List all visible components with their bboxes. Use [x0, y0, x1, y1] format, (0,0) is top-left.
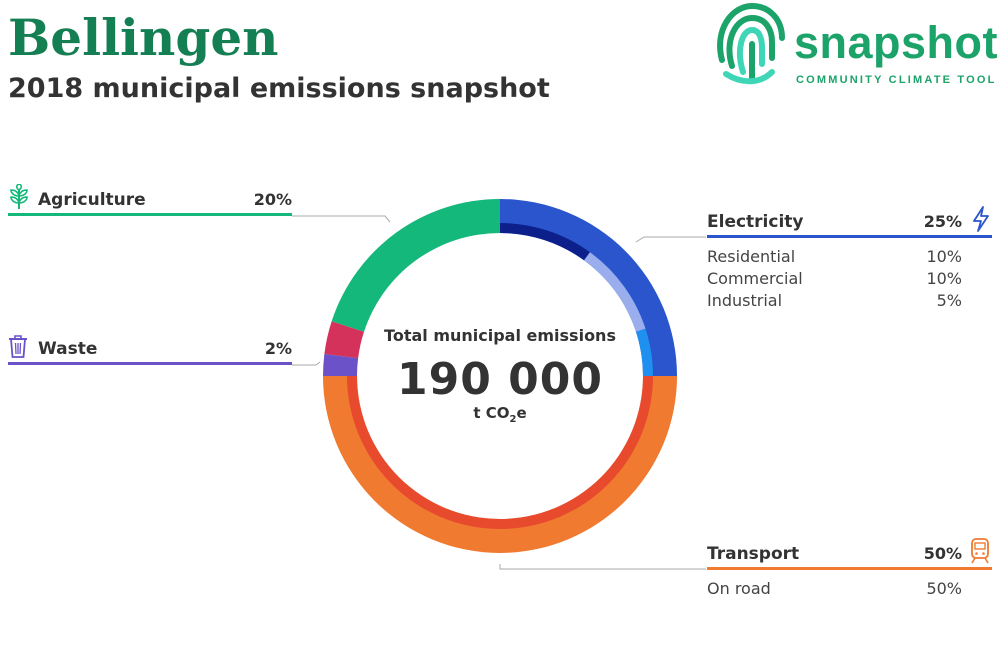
- category-percent: 2%: [264, 339, 292, 358]
- logo-tagline: COMMUNITY CLIMATE TOOL: [796, 74, 997, 86]
- subcategory-on-road: On road 50%: [707, 579, 962, 598]
- category-percent: 50%: [923, 544, 962, 563]
- sub-slice-industrial: [636, 328, 653, 376]
- category-percent: 25%: [923, 212, 962, 231]
- category-underline: [8, 362, 292, 365]
- leader-line-agriculture: [292, 215, 391, 223]
- fingerprint-icon: [717, 2, 785, 85]
- category-label: Electricity: [707, 212, 804, 232]
- category-label: Agriculture: [38, 190, 146, 210]
- category-underline: [707, 235, 992, 238]
- inner-ring: [347, 223, 653, 529]
- plant-icon: [10, 184, 28, 209]
- lightning-icon: [973, 206, 989, 232]
- total-unit: t CO2e: [473, 404, 527, 425]
- category-label: Transport: [707, 544, 800, 564]
- total-value: 190 000: [396, 354, 603, 405]
- subcategory-residential: Residential 10%: [707, 247, 962, 266]
- slice-electricity: [500, 199, 677, 376]
- category-label: Waste: [38, 339, 98, 359]
- trash-icon: [9, 335, 27, 358]
- leader-line-electricity: [635, 236, 706, 243]
- subcategory-industrial: Industrial 5%: [707, 291, 962, 310]
- train-icon: [971, 538, 989, 564]
- sub-slice-residential: [500, 223, 590, 261]
- leader-line-waste: [292, 361, 321, 366]
- snapshot-logo: snapshot COMMUNITY CLIMATE TOOL: [712, 0, 1000, 96]
- category-underline: [8, 213, 292, 216]
- page-title: Bellingen: [8, 8, 279, 67]
- total-label: Total municipal emissions: [384, 326, 616, 345]
- category-transport: Transport 50%: [707, 538, 992, 570]
- category-electricity: Electricity 25%: [707, 206, 992, 238]
- slice-other: [324, 321, 364, 359]
- category-percent: 20%: [253, 190, 292, 209]
- subcategory-commercial: Commercial 10%: [707, 269, 962, 288]
- category-underline: [707, 567, 992, 570]
- slice-transport: [323, 376, 677, 553]
- leader-line-transport: [499, 564, 706, 570]
- category-agriculture: Agriculture 20%: [8, 184, 292, 216]
- outer-ring: [323, 199, 677, 553]
- category-waste: Waste 2%: [8, 335, 292, 365]
- sub-slice-commercial: [584, 252, 646, 332]
- slice-agriculture: [331, 199, 500, 332]
- slice-waste: [323, 353, 359, 376]
- page-subtitle: 2018 municipal emissions snapshot: [8, 73, 550, 104]
- logo-wordmark: snapshot: [794, 17, 999, 68]
